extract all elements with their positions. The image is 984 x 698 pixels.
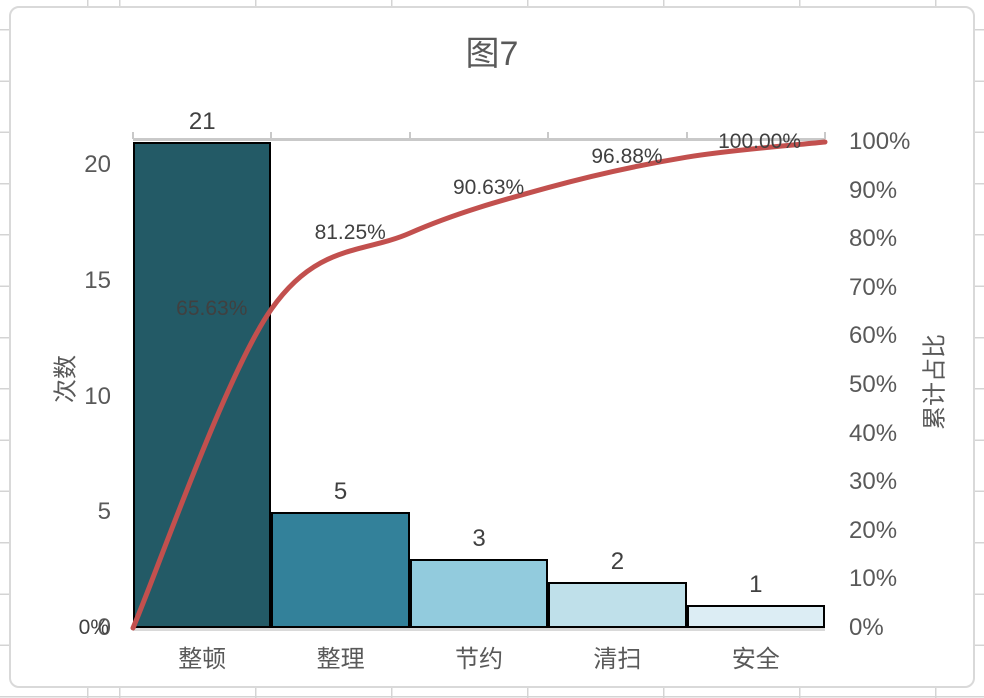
cumulative-pct-label: 100.00% (718, 130, 801, 153)
top-axis-tick (547, 132, 550, 139)
pareto-chart: 图7 次数 累计占比 21 整顿 5 整理 3 节约 2 清扫 1 安全 0 5 10 15 20 0% 10%… (9, 6, 975, 688)
left-axis-tick-label: 15 (84, 266, 111, 294)
cumulative-pct-label: 96.88% (591, 145, 663, 169)
top-axis-tick (685, 132, 688, 139)
bar-value-label: 3 (472, 524, 486, 552)
bar-value-label: 1 (749, 570, 763, 598)
cumulative-pct-label: 81.25% (314, 221, 386, 245)
category-label-节约: 节约 (454, 646, 503, 673)
bottom-axis-line (133, 628, 825, 631)
bar-value-label: 21 (188, 108, 216, 135)
right-axis-tick-label: 30% (849, 468, 898, 496)
category-label-整理: 整理 (316, 646, 365, 673)
top-axis-tick (824, 132, 826, 139)
right-axis-tick-label: 50% (849, 371, 898, 398)
right-axis-tick-label: 10% (849, 565, 898, 593)
top-axis-tick (132, 132, 134, 139)
right-axis-tick-label: 40% (849, 419, 898, 447)
right-axis-tick-label: 90% (849, 176, 898, 204)
top-axis-line (133, 138, 825, 141)
chart-title: 图7 (465, 35, 519, 73)
category-label-清扫: 清扫 (593, 646, 642, 673)
category-label-安全: 安全 (731, 646, 780, 673)
bar-整顿 (133, 142, 272, 628)
cumulative-pct-label: 0% (78, 616, 109, 639)
cumulative-pct-label: 90.63% (452, 175, 525, 199)
right-axis-tick-label: 60% (849, 322, 898, 350)
bar-value-label: 5 (333, 478, 348, 506)
right-axis-tick-label: 80% (849, 225, 898, 253)
bar-安全 (686, 604, 825, 628)
left-axis-tick-label: 20 (84, 151, 111, 179)
bar-节约 (409, 558, 549, 628)
bar-value-label: 2 (610, 547, 625, 575)
left-axis-tick-label: 0 (97, 614, 111, 641)
top-axis-tick (408, 132, 411, 139)
left-axis-tick-label: 5 (97, 498, 111, 526)
bar-整理 (271, 512, 410, 628)
right-axis-tick-label: 20% (849, 516, 898, 544)
right-axis-tick-label: 0% (849, 614, 884, 641)
category-label-整顿: 整顿 (178, 646, 227, 673)
cumulative-pct-label: 65.63% (176, 297, 248, 321)
bar-清扫 (548, 581, 687, 628)
top-axis-tick (270, 132, 273, 139)
right-axis-tick-label: 100% (849, 128, 911, 155)
left-axis-tick-label: 10 (84, 382, 111, 410)
right-axis-tick-label: 70% (849, 273, 898, 301)
